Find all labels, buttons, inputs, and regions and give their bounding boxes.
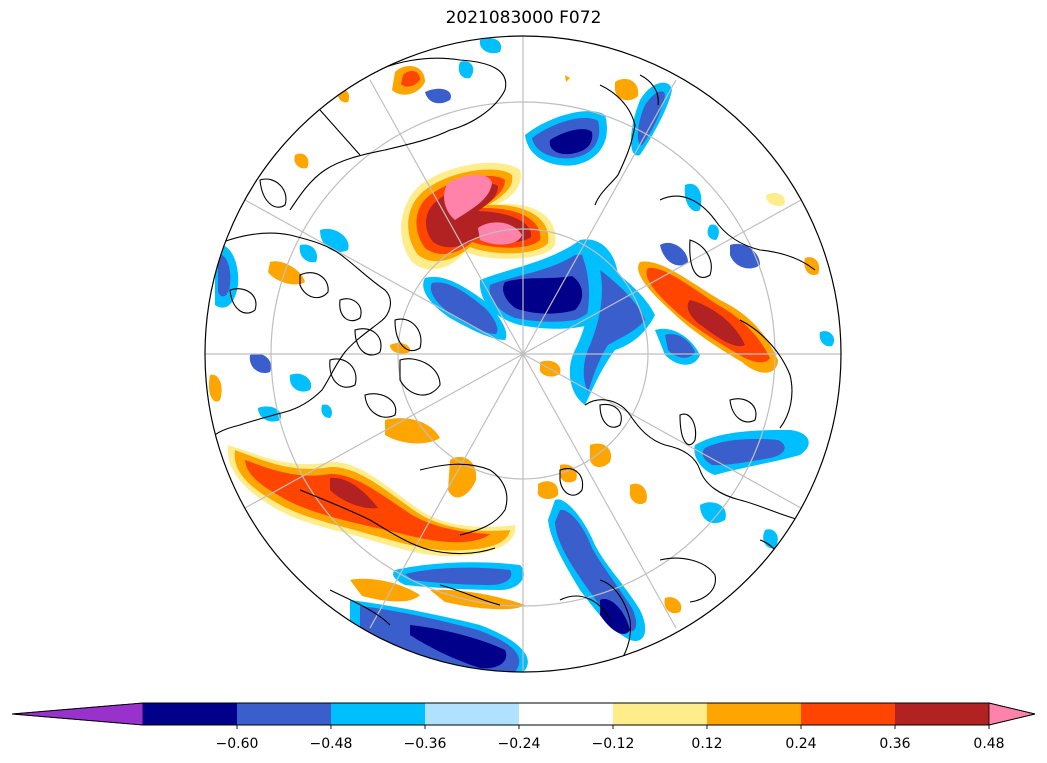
colorbar: −0.60 −0.48 −0.36 −0.24 −0.12 0.12 0.24 0.36 0.4… <box>11 702 1036 752</box>
colorbar-swatch <box>143 703 238 725</box>
colorbar-tick-label: −0.60 <box>216 736 259 752</box>
colorbar-swatch <box>425 703 520 725</box>
colorbar-outline <box>11 702 1036 726</box>
colorbar-swatch <box>519 703 614 725</box>
coastlines <box>209 57 816 663</box>
colorbar-tick-label: −0.12 <box>592 736 635 752</box>
graticule <box>205 36 841 672</box>
colorbar-tick-label: −0.36 <box>404 736 447 752</box>
colorbar-swatch <box>801 703 896 725</box>
colorbar-swatch <box>613 703 708 725</box>
map-boundary <box>204 35 842 673</box>
colorbar-extend-min <box>11 702 144 726</box>
colorbar-swatch <box>707 703 802 725</box>
colorbar-swatch <box>895 703 990 725</box>
colorbar-tick-label: 0.12 <box>691 736 722 752</box>
polar-map <box>204 35 842 673</box>
colorbar-swatches <box>11 702 1036 726</box>
colorbar-swatch <box>331 703 426 725</box>
colorbar-tick-label: 0.48 <box>973 736 1004 752</box>
map-title: 2021083000 F072 <box>445 8 602 28</box>
negative-anomaly-regions <box>215 38 835 672</box>
colorbar-extend-max <box>988 702 1036 726</box>
colorbar-tick-label: 0.24 <box>785 736 816 752</box>
colorbar-swatch <box>237 703 332 725</box>
colorbar-tick-label: −0.48 <box>310 736 353 752</box>
colorbar-tick-label: 0.36 <box>879 736 910 752</box>
colorbar-tick-label: −0.24 <box>498 736 541 752</box>
colorbar-ticks: −0.60 −0.48 −0.36 −0.24 −0.12 0.12 0.24 0.36 0.4… <box>216 725 1005 752</box>
